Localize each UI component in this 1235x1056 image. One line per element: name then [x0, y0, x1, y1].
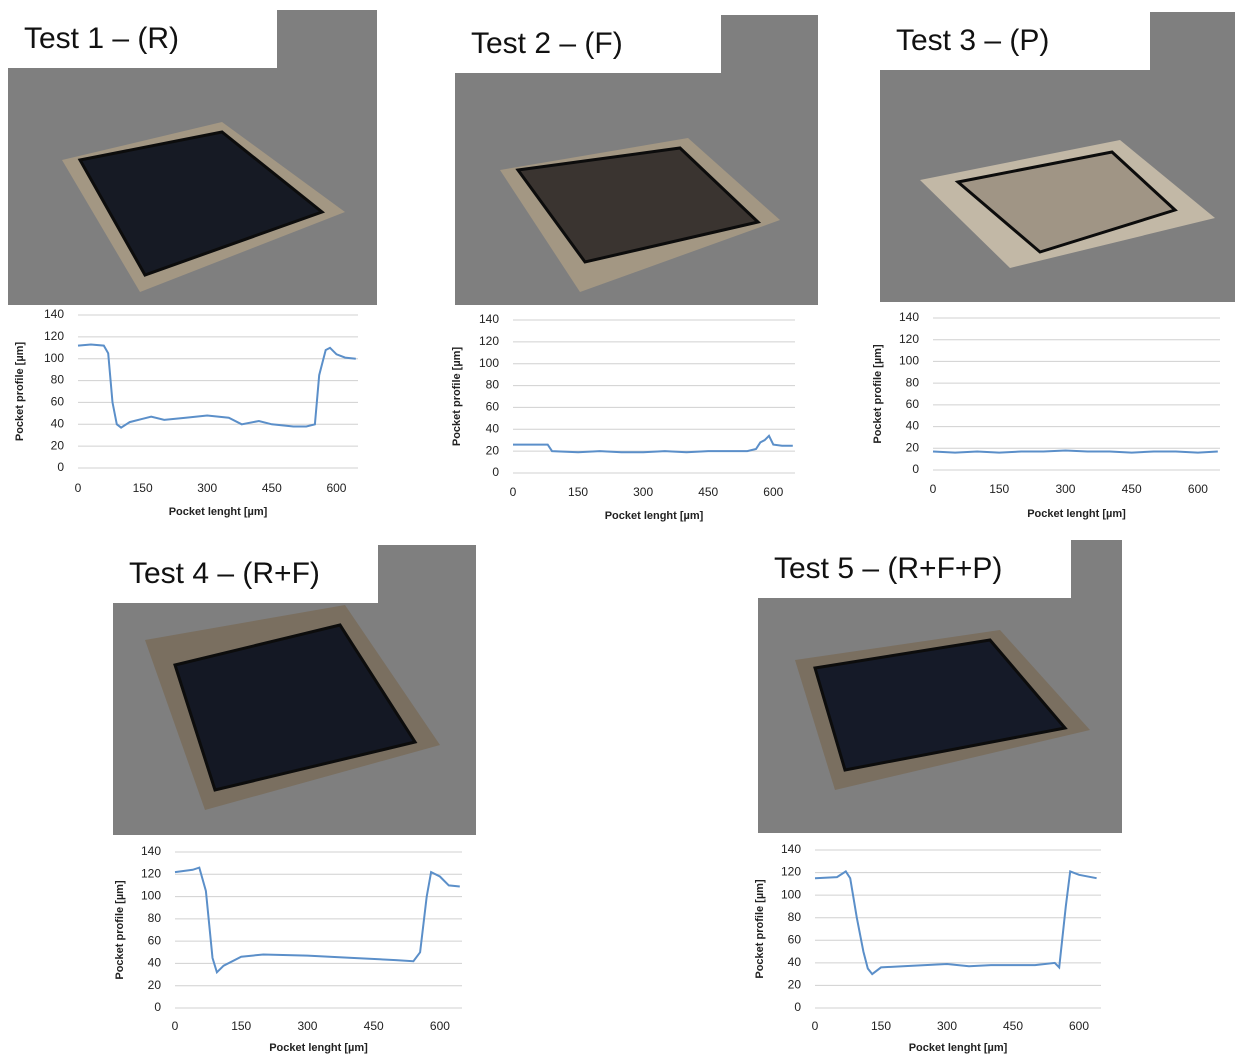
x-tick-label: 300: [197, 481, 217, 495]
x-tick-label: 600: [430, 1019, 450, 1033]
x-tick-label: 150: [133, 481, 153, 495]
y-axis-title: Pocket profile [µm]: [754, 879, 766, 979]
panel-title: Test 5 – (R+F+P): [774, 552, 1002, 585]
x-tick-label: 150: [989, 482, 1009, 496]
figure: Test 1 – (R) 0 20 40 60 80 100 120 140 0 150 300 450…: [0, 0, 1235, 1056]
y-tick-label: 60: [906, 397, 920, 411]
y-tick-label: 100: [141, 889, 161, 903]
panel: Test 4 – (R+F) 0 20 40 60 80 100 120 140 0 150 300 4…: [113, 545, 476, 1054]
x-tick-label: 0: [930, 482, 937, 496]
y-tick-label: 60: [51, 395, 65, 409]
panel: Test 1 – (R) 0 20 40 60 80 100 120 140 0 150 300 450…: [8, 10, 377, 518]
y-tick-label: 0: [794, 1000, 801, 1014]
y-tick-label: 120: [899, 332, 919, 346]
x-tick-label: 300: [633, 485, 653, 499]
y-tick-label: 0: [912, 462, 919, 476]
profile-line: [815, 871, 1097, 974]
y-axis-title: Pocket profile [µm]: [114, 880, 126, 980]
x-axis-title: Pocket lenght [µm]: [1027, 508, 1126, 520]
x-tick-label: 600: [326, 481, 346, 495]
panel: Test 5 – (R+F+P) 0 20 40 60 80 100 120 140 0 150 30…: [754, 540, 1122, 1054]
y-tick-label: 20: [788, 978, 802, 992]
x-tick-label: 450: [698, 485, 718, 499]
y-tick-label: 0: [492, 465, 499, 479]
x-tick-label: 300: [937, 1019, 957, 1033]
y-tick-label: 140: [44, 307, 64, 321]
panel-title: Test 1 – (R): [24, 22, 179, 55]
x-axis-title: Pocket lenght [µm]: [605, 510, 704, 522]
x-tick-label: 450: [364, 1019, 384, 1033]
panel-title: Test 4 – (R+F): [129, 557, 320, 590]
x-tick-label: 450: [262, 481, 282, 495]
x-tick-label: 150: [871, 1019, 891, 1033]
x-tick-label: 0: [510, 485, 517, 499]
y-tick-label: 20: [486, 443, 500, 457]
y-tick-label: 20: [148, 978, 162, 992]
x-tick-label: 300: [1055, 482, 1075, 496]
y-tick-label: 80: [906, 375, 920, 389]
y-tick-label: 100: [899, 354, 919, 368]
x-tick-label: 600: [763, 485, 783, 499]
x-tick-label: 0: [75, 481, 82, 495]
y-tick-label: 20: [51, 438, 65, 452]
y-tick-label: 140: [781, 842, 801, 856]
x-tick-label: 450: [1122, 482, 1142, 496]
x-tick-label: 0: [812, 1019, 819, 1033]
y-tick-label: 140: [141, 844, 161, 858]
y-axis-title: Pocket profile [µm]: [451, 347, 463, 447]
y-tick-label: 40: [148, 956, 162, 970]
x-axis-title: Pocket lenght [µm]: [269, 1042, 368, 1054]
x-axis-title: Pocket lenght [µm]: [909, 1042, 1008, 1054]
y-tick-label: 0: [154, 1000, 161, 1014]
y-tick-label: 80: [788, 910, 802, 924]
x-tick-label: 150: [568, 485, 588, 499]
y-tick-label: 120: [781, 865, 801, 879]
y-tick-label: 120: [44, 329, 64, 343]
y-tick-label: 60: [148, 933, 162, 947]
y-tick-label: 80: [51, 373, 65, 387]
panel-title: Test 2 – (F): [471, 27, 623, 60]
y-tick-label: 60: [486, 400, 500, 414]
y-tick-label: 100: [781, 887, 801, 901]
profile-line: [933, 451, 1218, 453]
y-tick-label: 40: [51, 416, 65, 430]
y-tick-label: 40: [486, 421, 500, 435]
y-tick-label: 40: [906, 419, 920, 433]
y-tick-label: 140: [899, 310, 919, 324]
x-tick-label: 150: [231, 1019, 251, 1033]
y-tick-label: 40: [788, 955, 802, 969]
y-tick-label: 120: [479, 334, 499, 348]
y-axis-title: Pocket profile [µm]: [14, 342, 26, 442]
profile-line: [78, 345, 356, 428]
panel-title: Test 3 – (P): [896, 24, 1049, 57]
panel: Test 3 – (P) 0 20 40 60 80 100 120 140 0 150 300 450…: [872, 12, 1235, 520]
y-tick-label: 80: [148, 911, 162, 925]
y-tick-label: 120: [141, 866, 161, 880]
x-tick-label: 600: [1188, 482, 1208, 496]
y-tick-label: 140: [479, 312, 499, 326]
x-tick-label: 450: [1003, 1019, 1023, 1033]
y-tick-label: 20: [906, 440, 920, 454]
y-tick-label: 100: [479, 356, 499, 370]
profile-line: [513, 436, 793, 452]
x-axis-title: Pocket lenght [µm]: [169, 506, 268, 518]
y-tick-label: 100: [44, 351, 64, 365]
y-tick-label: 0: [57, 460, 64, 474]
x-tick-label: 300: [297, 1019, 317, 1033]
y-axis-title: Pocket profile [µm]: [872, 344, 884, 444]
x-tick-label: 600: [1069, 1019, 1089, 1033]
panel: Test 2 – (F) 0 20 40 60 80 100 120 140 0 150 300 450…: [451, 15, 818, 522]
profile-line: [175, 868, 460, 973]
y-tick-label: 80: [486, 378, 500, 392]
y-tick-label: 60: [788, 932, 802, 946]
x-tick-label: 0: [172, 1019, 179, 1033]
